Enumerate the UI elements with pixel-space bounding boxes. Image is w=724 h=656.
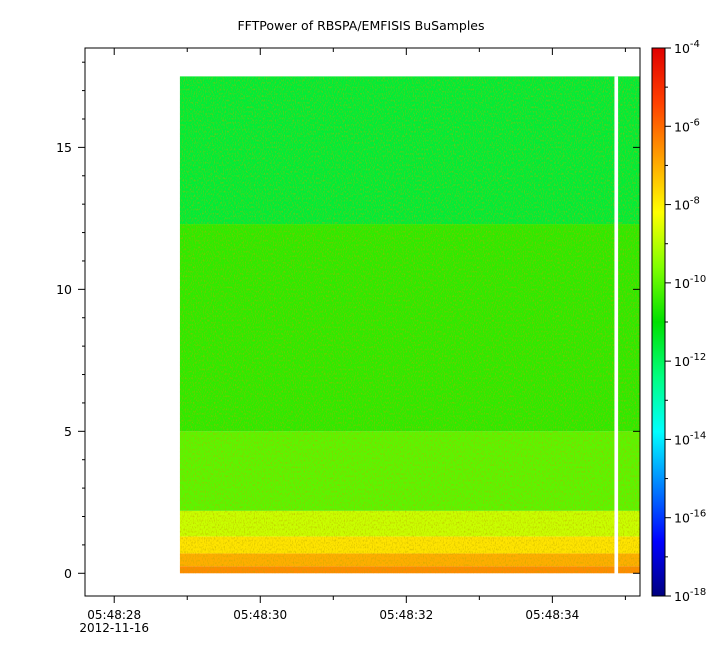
colorbar-tick-label-0: 10-4	[674, 39, 700, 56]
plot-frame	[84, 47, 641, 597]
colorbar-tick-label-7: 10-18	[674, 587, 706, 604]
x-tick-label-0: 05:48:28	[87, 608, 141, 622]
chart-title: FFTPower of RBSPA/EMFISIS BuSamples	[237, 18, 484, 33]
x-tick-label-1: 05:48:30	[233, 608, 287, 622]
data-gap	[614, 76, 619, 575]
spectrogram-image	[179, 76, 640, 575]
y-tick-label-3: 15	[56, 140, 72, 155]
y-tick-label-2: 10	[56, 282, 72, 297]
x-tick-label-3: 05:48:34	[525, 608, 579, 622]
x-tick-sublabel-0: 2012-11-16	[79, 621, 149, 635]
noise-texture	[179, 76, 640, 574]
colorbar: 10-4 10-6 10-8 10-10 10-12 10-14 10-16 10-18	[651, 39, 706, 604]
y-tick-label-1: 5	[64, 424, 72, 439]
colorbar-tick-label-5: 10-14	[674, 430, 706, 447]
colorbar-gradient	[651, 47, 666, 597]
y-axis: 0 5 10 15	[56, 61, 640, 581]
x-tick-label-2: 05:48:32	[379, 608, 433, 622]
colorbar-tick-label-6: 10-16	[674, 509, 706, 526]
colorbar-tick-label-3: 10-10	[674, 274, 706, 291]
plot-area	[84, 47, 641, 597]
colorbar-tick-label-2: 10-8	[674, 196, 700, 213]
colorbar-tick-label-1: 10-6	[674, 117, 700, 134]
y-tick-label-0: 0	[64, 566, 72, 581]
colorbar-tick-label-4: 10-12	[674, 352, 706, 369]
